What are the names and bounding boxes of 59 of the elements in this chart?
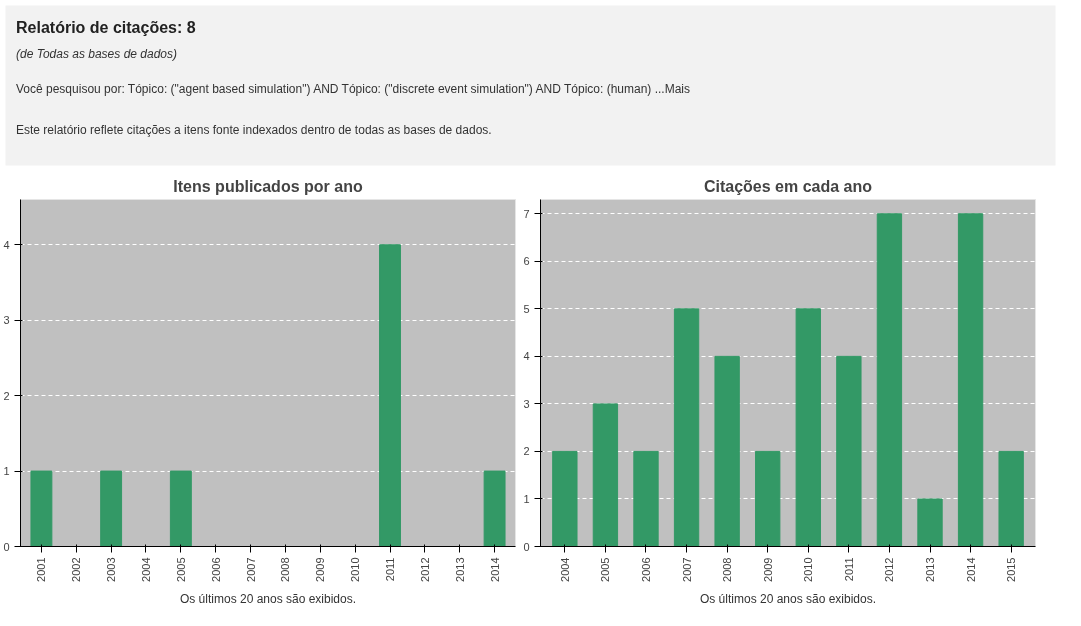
bar [714, 355, 740, 547]
x-tick-label: 2006 [209, 557, 222, 582]
x-tick-label: 2002 [70, 557, 83, 582]
bar [552, 450, 578, 547]
text: Os últimos 20 anos são exibidos. [699, 591, 877, 606]
x-tick-label: 2014 [488, 557, 501, 582]
x-tick-label: 2009 [761, 557, 774, 582]
x-tick-label: 2010 [349, 557, 362, 582]
chart-title: Citações em cada ano [703, 177, 873, 195]
x-tick-label: 2013 [453, 557, 466, 582]
x-tick-label: 2009 [314, 557, 327, 582]
bar [795, 308, 821, 547]
bar [755, 450, 781, 547]
x-tick-label: 2005 [599, 557, 612, 582]
text: (de Todas as bases de dados) [16, 46, 177, 61]
x-tick-label: 2011 [384, 557, 397, 582]
bar [917, 498, 943, 547]
x-tick-label: 2008 [279, 557, 292, 582]
x-tick-label: 2010 [802, 557, 815, 582]
y-tick-label: 0 [523, 540, 530, 553]
y-tick-label: 1 [3, 465, 10, 478]
y-tick-label: 4 [523, 350, 530, 363]
bar [673, 308, 700, 547]
x-tick-label: 2012 [883, 557, 896, 582]
x-tick-label: 2007 [680, 557, 693, 582]
y-tick-label: 0 [3, 540, 10, 553]
bar [592, 403, 619, 547]
text: Você pesquisou por: Tópico: ("agent based simulation") AND Tópico: ("discrete event simulation") AND Tópico: (human) ...Mais [16, 81, 691, 96]
x-tick-label: 2003 [105, 557, 118, 582]
x-tick-label: 2013 [924, 557, 937, 582]
x-tick-label: 2015 [1005, 557, 1018, 582]
bar [836, 355, 862, 547]
x-tick-label: 2006 [639, 557, 652, 582]
bar [876, 213, 903, 547]
text: Os últimos 20 anos são exibidos. [179, 591, 357, 606]
y-tick-label: 6 [523, 255, 530, 268]
x-tick-label: 2008 [721, 557, 734, 582]
x-tick-label: 2001 [35, 557, 48, 582]
y-tick-label: 7 [523, 207, 530, 220]
y-tick-label: 5 [523, 302, 530, 315]
bar [633, 450, 659, 547]
text: Este relatório reflete citações a itens fonte indexados dentro de todas as bases de dados. [16, 123, 492, 138]
y-tick-label: 1 [523, 492, 530, 505]
x-tick-label: 2004 [558, 557, 571, 582]
y-tick-label: 2 [3, 389, 10, 402]
x-tick-label: 2004 [139, 557, 152, 582]
x-tick-label: 2007 [244, 557, 257, 582]
y-tick-label: 4 [3, 238, 10, 251]
x-tick-label: 2005 [174, 557, 187, 582]
x-tick-label: 2011 [842, 557, 855, 582]
y-tick-label: 2 [523, 445, 530, 458]
bar [957, 213, 984, 547]
y-tick-label: 3 [523, 397, 530, 410]
y-tick-label: 3 [3, 314, 10, 327]
text: Relatório de citações: 8 [16, 19, 196, 37]
x-tick-label: 2012 [418, 557, 431, 582]
x-tick-label: 2014 [964, 557, 977, 582]
bar [998, 450, 1024, 547]
chart-title: Itens publicados por ano [173, 177, 363, 195]
